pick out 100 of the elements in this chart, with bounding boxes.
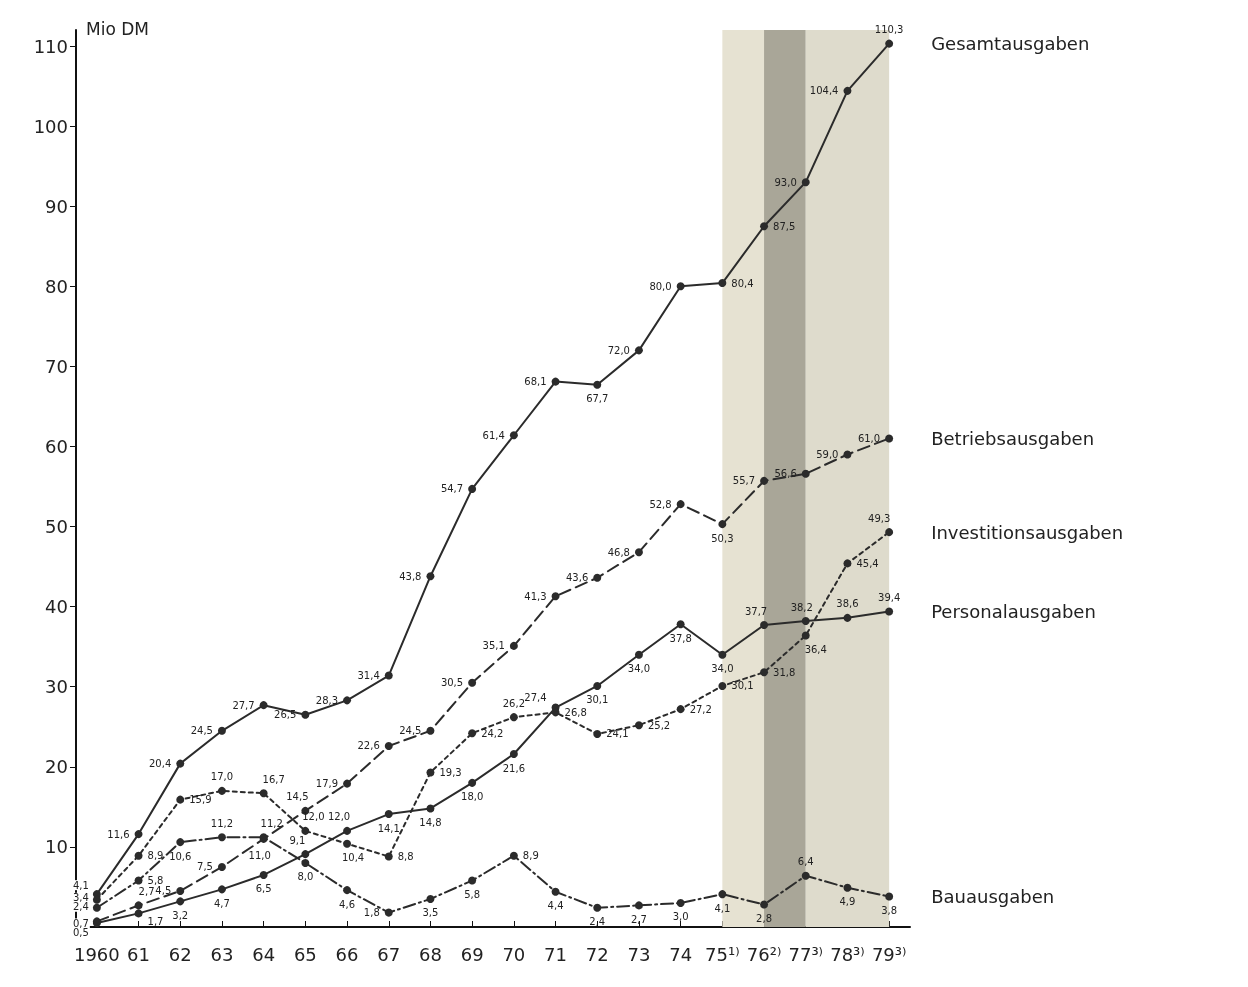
point	[134, 830, 143, 839]
data-label: 10,6	[169, 850, 192, 862]
data-label: 3,2	[172, 909, 189, 921]
data-label: 80,0	[649, 280, 672, 292]
data-label: 31,4	[357, 670, 380, 682]
x-tick-label: 77³⁾	[788, 943, 824, 965]
data-label: 22,6	[357, 740, 380, 752]
y-tick-label: 70	[45, 355, 68, 377]
text: Bauausgaben	[931, 886, 1055, 908]
point	[801, 469, 810, 478]
data-label: 21,6	[502, 762, 525, 774]
point	[676, 620, 685, 629]
data-label: 27,4	[524, 692, 547, 704]
data-label: 17,0	[210, 771, 234, 783]
point	[217, 885, 226, 894]
data-label: 16,7	[262, 773, 285, 785]
y-tick-label: 40	[45, 596, 68, 618]
data-label: 34,0	[627, 663, 651, 675]
data-label: 25,2	[647, 719, 671, 731]
point	[885, 528, 894, 537]
point	[718, 890, 727, 899]
x-tick-label: 78³⁾	[830, 943, 865, 965]
data-label: 37,7	[744, 605, 768, 617]
x-tick-label: 75¹⁾	[705, 943, 740, 965]
data-label: 14,5	[286, 791, 309, 803]
data-label: 26,2	[502, 697, 525, 709]
point	[718, 681, 727, 690]
data-label: 8,9	[147, 850, 164, 862]
data-label: 27,7	[232, 699, 255, 711]
point	[801, 178, 810, 187]
point	[259, 701, 268, 710]
point	[843, 450, 852, 459]
data-label: 55,7	[732, 475, 756, 487]
point	[426, 894, 435, 903]
data-label: 93,0	[774, 176, 797, 188]
point	[634, 548, 643, 557]
data-label: 28,3	[315, 694, 339, 706]
point	[676, 705, 685, 714]
x-tick-label: 65	[293, 943, 317, 965]
data-label: 8,8	[397, 851, 414, 863]
point	[509, 851, 518, 860]
data-label: 11,2	[210, 817, 234, 829]
point	[468, 876, 477, 885]
point	[468, 678, 477, 687]
point	[551, 592, 560, 601]
x-tick-label: 70	[502, 943, 526, 965]
data-label: 30,5	[440, 677, 464, 689]
data-label: 46,8	[607, 546, 630, 558]
data-label: 2,4	[72, 901, 89, 913]
point	[801, 871, 810, 880]
data-label: 14,1	[377, 822, 400, 834]
data-label: 104,4	[809, 85, 839, 97]
data-label: 4,1	[714, 902, 731, 914]
point	[676, 898, 685, 907]
point	[843, 559, 852, 568]
y-tick-label: 80	[45, 275, 68, 297]
point	[468, 729, 477, 738]
point	[384, 852, 393, 861]
data-label: 37,8	[669, 632, 692, 644]
x-tick-label: 68	[419, 943, 442, 965]
data-label: 4,1	[72, 879, 89, 891]
point	[259, 870, 268, 879]
data-label: 54,7	[440, 483, 464, 495]
point	[217, 786, 226, 795]
data-label: 6,4	[797, 856, 814, 868]
data-label: 49,3	[868, 512, 891, 524]
data-label: 61,0	[857, 432, 881, 444]
point	[176, 897, 185, 906]
data-label: 17,9	[315, 778, 339, 790]
point	[509, 641, 518, 650]
data-label: 39,4	[878, 591, 901, 603]
data-label: 11,2	[260, 817, 283, 829]
data-label: 9,1	[289, 834, 306, 846]
x-tick-label: 67	[377, 943, 401, 965]
point	[301, 710, 310, 719]
point	[634, 346, 643, 355]
x-tick-label: 71	[544, 943, 567, 965]
point	[134, 851, 143, 860]
data-label: 61,4	[482, 429, 505, 441]
x-tick-label: 63	[210, 943, 234, 965]
point	[760, 621, 769, 630]
data-label: 36,4	[804, 643, 827, 655]
data-label: 18,0	[461, 791, 484, 803]
point	[343, 886, 352, 895]
data-label: 43,6	[565, 572, 589, 584]
point	[593, 681, 602, 690]
data-label: 11,6	[107, 828, 130, 840]
data-label: 68,1	[524, 376, 547, 388]
y-tick-label: 30	[45, 676, 68, 698]
text: Betriebsausgaben	[931, 427, 1095, 449]
data-label: 38,2	[790, 601, 813, 613]
point	[634, 901, 643, 910]
point	[843, 613, 852, 622]
point	[885, 892, 894, 901]
data-label: 2,4	[589, 916, 606, 928]
x-tick-label: 72	[585, 943, 609, 965]
data-label: 52,8	[649, 498, 672, 510]
data-label: 4,7	[214, 897, 230, 909]
point	[885, 607, 894, 616]
y-axis-title: Mio DM	[86, 18, 149, 39]
